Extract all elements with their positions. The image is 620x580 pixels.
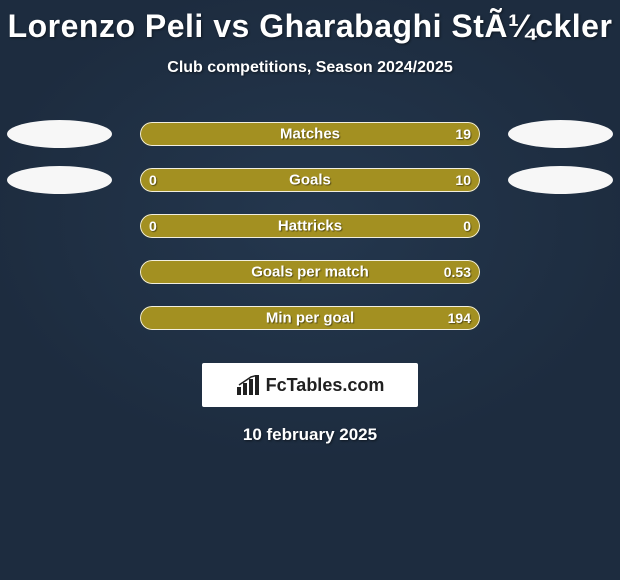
- stat-label: Hattricks: [278, 218, 342, 235]
- stat-bar: Goals 0 10: [140, 168, 480, 192]
- brand-logo-text: FcTables.com: [266, 375, 385, 396]
- brand-logo-box: FcTables.com: [202, 363, 418, 407]
- stat-value-right: 0: [463, 218, 471, 234]
- stat-label: Matches: [280, 126, 340, 143]
- stats-rows: Matches 19 Goals 0 10 Hattricks 0 0 Goals per ma…: [0, 111, 620, 341]
- bar-chart-icon: [236, 375, 262, 395]
- subtitle: Club competitions, Season 2024/2025: [0, 59, 620, 77]
- stat-label: Min per goal: [266, 310, 354, 327]
- stat-value-right: 194: [448, 310, 471, 326]
- player-left-avatar: [7, 166, 112, 194]
- stat-label: Goals per match: [251, 264, 369, 281]
- stat-bar: Matches 19: [140, 122, 480, 146]
- stat-row: Min per goal 194: [0, 295, 620, 341]
- stat-bar: Min per goal 194: [140, 306, 480, 330]
- stat-label: Goals: [289, 172, 331, 189]
- player-right-avatar: [508, 120, 613, 148]
- player-left-avatar: [7, 120, 112, 148]
- date-text: 10 february 2025: [0, 425, 620, 445]
- stat-value-right: 0.53: [444, 264, 471, 280]
- stat-row: Goals 0 10: [0, 157, 620, 203]
- stat-row: Matches 19: [0, 111, 620, 157]
- stat-bar: Goals per match 0.53: [140, 260, 480, 284]
- comparison-card: Lorenzo Peli vs Gharabaghi StÃ¼ckler Clu…: [0, 0, 620, 445]
- page-title: Lorenzo Peli vs Gharabaghi StÃ¼ckler: [0, 0, 620, 45]
- player-right-avatar: [508, 166, 613, 194]
- stat-value-left: 0: [149, 172, 157, 188]
- stat-row: Hattricks 0 0: [0, 203, 620, 249]
- stat-value-left: 0: [149, 218, 157, 234]
- stat-value-right: 10: [455, 172, 471, 188]
- stat-row: Goals per match 0.53: [0, 249, 620, 295]
- stat-value-right: 19: [455, 126, 471, 142]
- stat-bar: Hattricks 0 0: [140, 214, 480, 238]
